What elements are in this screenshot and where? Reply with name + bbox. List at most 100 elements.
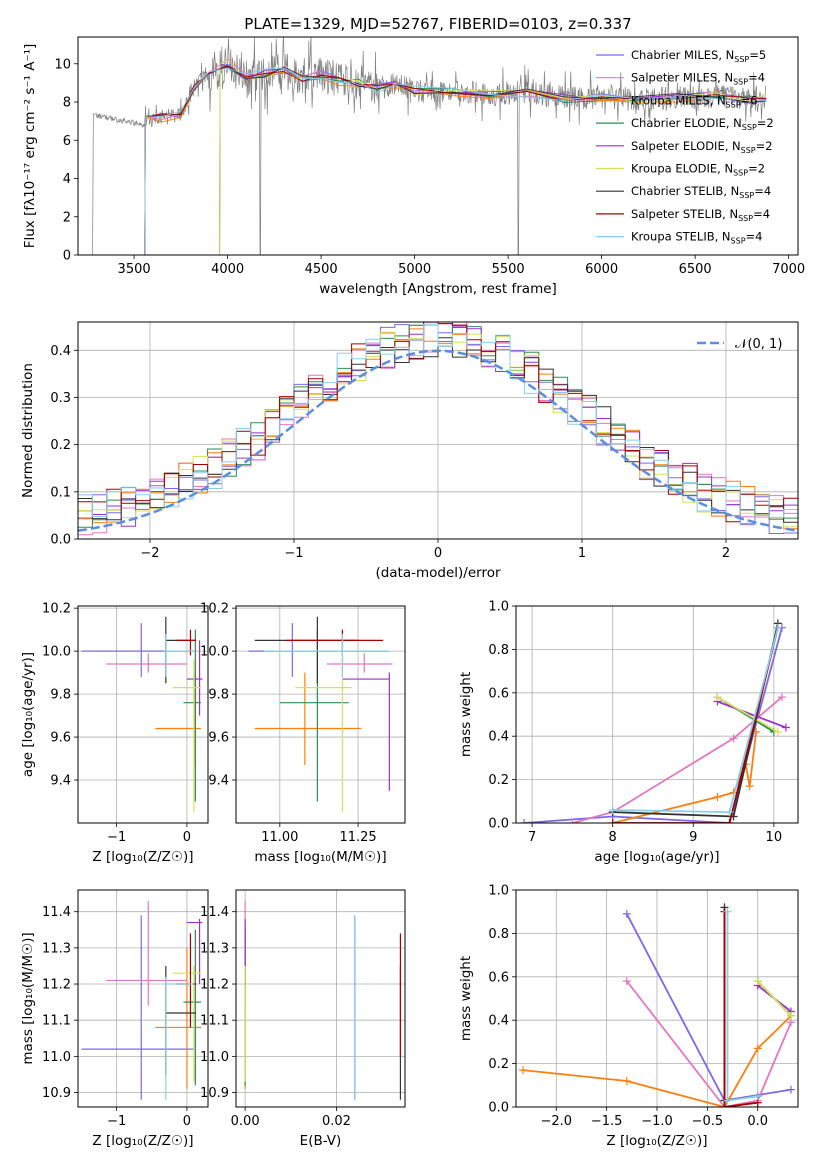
weight-line-chabrier-stelib	[723, 907, 758, 1102]
weight-line-kroupa-stelib	[612, 627, 779, 814]
residuals-ytick-label: 0.3	[50, 391, 71, 406]
weight-vs-age-xtick-label: 9	[689, 830, 697, 845]
mass-vs-Z-xtick-label: 0	[183, 1114, 191, 1129]
residuals-xtick-label: −2	[140, 546, 159, 561]
age-vs-mass-panel: 11.00 11.25 9.4 9.6 9.8 10.0 10.2 mass [log₁₀(M…	[200, 602, 406, 865]
weight-marker-kroupa-elodie	[753, 977, 762, 986]
mass-vs-Z-xlabel: Z [log₁₀(Z/Z☉)]	[92, 1133, 193, 1149]
weight-vs-age-ylabel: mass weight	[458, 672, 474, 757]
weight-vs-Z-panel: −2.0 −1.5 −1.0 −0.5 0.0 0.0 0.2 0.4 0.6 0.8 1.0 Z […	[458, 884, 799, 1149]
weight-vs-age-frame	[515, 605, 799, 824]
weight-vs-Z-ytick-label: 1.0	[488, 884, 509, 899]
age-vs-mass-xtick-label: 11.25	[339, 830, 376, 845]
gaussian-reference-line	[78, 349, 798, 532]
legend-label-chabrier-miles: Chabrier MILES, NSSP=5	[631, 48, 766, 64]
weight-marker-salpeter-stelib	[725, 819, 734, 823]
weight-marker-kroupa-stelib	[608, 805, 617, 814]
weight-vs-Z-plot-area	[519, 903, 795, 1107]
age-vs-Z-xlabel: Z [log₁₀(Z/Z☉)]	[92, 849, 193, 865]
weight-line-kroupa-elodie	[757, 980, 792, 1017]
spectrum-panel: 3500 4000 4500 5000 5500 6000 6500 7000 0 2 4 6 8 10 w…	[22, 36, 805, 297]
weight-marker-chabrier-miles	[520, 819, 529, 823]
mass-vs-ebv-plot-area	[244, 900, 402, 1100]
spectrum-xtick-label: 6500	[679, 262, 712, 277]
weight-marker-kroupa-miles	[753, 1044, 762, 1053]
age-vs-mass-ytick-label: 9.8	[208, 688, 229, 703]
age-vs-Z-ytick-label: 10.0	[42, 645, 71, 660]
mass-vs-ebv-ytick-label: 11.2	[200, 978, 229, 993]
residuals-ytick-label: 0.4	[50, 344, 71, 359]
spectrum-ylabel: Flux [fλ10⁻¹⁷ erg cm⁻² s⁻¹ A⁻¹]	[22, 44, 38, 249]
weight-line-kroupa-miles	[522, 1015, 792, 1107]
age-vs-Z-ytick-label: 9.6	[50, 731, 71, 746]
mass-vs-ebv-ytick-label: 11.3	[200, 941, 229, 956]
legend-label-chabrier-elodie: Chabrier ELODIE, NSSP=2	[631, 116, 774, 132]
age-vs-Z-ylabel: age [log₁₀(age/yr)]	[20, 652, 36, 777]
weight-vs-Z-xtick-label: −0.5	[692, 1114, 724, 1129]
weight-vs-age-xtick-label: 10	[766, 830, 783, 845]
age-vs-mass-ytick-label: 10.0	[200, 645, 229, 660]
age-vs-Z-ytick-label: 9.4	[50, 774, 71, 789]
weight-line-salpeter-stelib	[612, 627, 779, 823]
mass-vs-ebv-frame	[235, 889, 406, 1108]
mass-vs-ebv-ytick-label: 11.4	[200, 905, 229, 920]
model-line-kroupa-stelib	[81, 67, 767, 255]
model-line-kroupa-miles	[81, 65, 767, 255]
figure-title: PLATE=1329, MJD=52767, FIBERID=0103, z=0…	[244, 15, 631, 33]
legend-label-chabrier-stelib: Chabrier STELIB, NSSP=4	[631, 184, 771, 200]
weight-vs-Z-frame	[515, 889, 799, 1108]
residuals-xtick-label: −1	[284, 546, 303, 561]
weight-marker-salpeter-miles	[568, 819, 577, 823]
weight-marker-salpeter-stelib	[720, 1103, 729, 1107]
weight-marker-chabrier-miles	[786, 1085, 795, 1094]
weight-marker-kroupa-miles	[745, 782, 754, 791]
age-vs-Z-frame	[77, 605, 209, 824]
mass-vs-Z-ytick-label: 11.0	[42, 1050, 71, 1065]
age-vs-mass-ytick-label: 9.6	[208, 731, 229, 746]
spectrum-xtick-label: 4000	[211, 262, 244, 277]
spectrum-xlabel: wavelength [Angstrom, rest frame]	[319, 281, 557, 297]
spectrum-plot-area	[81, 37, 767, 255]
residuals-frame	[77, 321, 799, 540]
model-line-salpeter-elodie	[81, 63, 767, 255]
residuals-xlabel: (data-model)/error	[375, 565, 501, 581]
age-vs-mass-xtick-label: 11.00	[261, 830, 298, 845]
weight-vs-age-ytick-label: 0.6	[488, 686, 509, 701]
age-vs-Z-ytick-label: 9.8	[50, 688, 71, 703]
weight-vs-Z-xlabel: Z [log₁₀(Z/Z☉)]	[606, 1133, 707, 1149]
weight-marker-kroupa-elodie	[786, 1011, 795, 1020]
weight-marker-salpeter-stelib	[608, 819, 617, 823]
weight-marker-kroupa-stelib	[753, 1092, 762, 1101]
spectrum-ytick-label: 4	[63, 172, 71, 187]
weight-vs-Z-ytick-label: 0.8	[488, 927, 509, 942]
spectrum-ytick-label: 6	[63, 134, 71, 149]
weight-vs-Z-ytick-label: 0.2	[488, 1057, 509, 1072]
weight-marker-salpeter-miles	[729, 734, 738, 743]
weight-line-chabrier-miles	[524, 627, 783, 823]
residuals-plot-area	[78, 322, 798, 536]
age-vs-Z-ytick-label: 10.2	[42, 602, 71, 617]
spectrum-xtick-label: 7000	[772, 262, 805, 277]
weight-marker-salpeter-elodie	[781, 723, 790, 732]
weight-vs-age-xtick-label: 7	[528, 830, 536, 845]
weight-line-salpeter-miles	[626, 980, 792, 1107]
observed-spectrum-line	[81, 37, 767, 255]
weight-line-salpeter-elodie	[717, 700, 787, 729]
weight-marker-kroupa-miles	[519, 1066, 528, 1075]
residuals-xtick-label: 0	[434, 546, 442, 561]
spectrum-ytick-label: 10	[54, 57, 71, 72]
weight-vs-age-ytick-label: 0.0	[488, 817, 509, 832]
weight-vs-age-xtick-label: 8	[609, 830, 617, 845]
weight-vs-Z-xtick-label: −1.0	[641, 1114, 673, 1129]
legend-label-gaussian: 𝒩(0, 1)	[735, 337, 782, 352]
mass-vs-Z-ytick-label: 11.3	[42, 941, 71, 956]
mass-vs-Z-panel: −1 0 10.9 11.0 11.1 11.2 11.3 11.4 Z [log₁₀(Z/Z☉…	[20, 889, 209, 1149]
weight-marker-salpeter-miles	[622, 977, 631, 986]
residuals-xtick-label: 1	[578, 546, 586, 561]
histogram-chabrier-stelib	[78, 335, 798, 523]
weight-line-chabrier-miles	[626, 913, 792, 1102]
mass-vs-Z-ytick-label: 11.4	[42, 905, 71, 920]
weight-marker-kroupa-elodie	[773, 727, 782, 736]
spectrum-xtick-label: 6000	[585, 262, 618, 277]
